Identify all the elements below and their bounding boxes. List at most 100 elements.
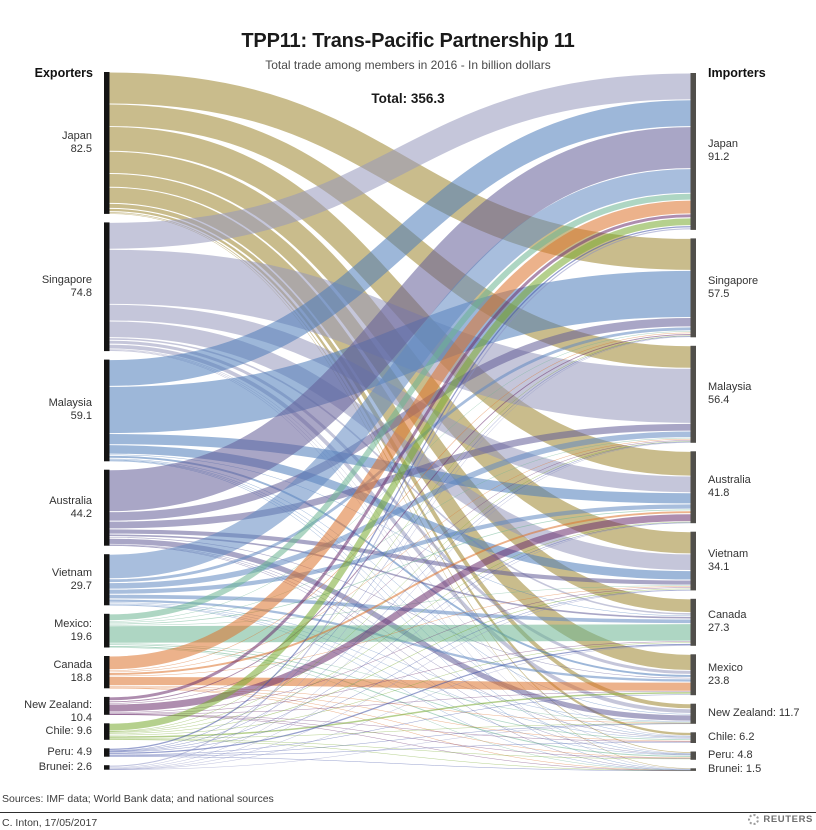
importer-node-mexico (690, 654, 696, 696)
flow-brunei-australia (109, 522, 691, 770)
flow-new-zealand-mexico (109, 691, 691, 715)
importer-node-vietnam (690, 531, 696, 591)
exporter-label-chile: Chile: 9.6 (45, 725, 92, 737)
flow-japan-brunei (109, 213, 691, 769)
flow-peru-australia (109, 522, 691, 752)
importer-node-australia (690, 451, 696, 524)
flow-chile-canada (109, 642, 691, 736)
flow-singapore-brunei (109, 350, 691, 770)
flow-malaysia-japan (109, 100, 691, 386)
flow-mexico-australia (109, 509, 691, 625)
flow-chile-mexico (109, 692, 691, 738)
flow-singapore-chile (109, 349, 691, 737)
trade-flows (109, 72, 691, 772)
exporter-node-japan (104, 72, 110, 214)
flow-canada-singapore (109, 332, 691, 671)
importer-label-new-zealand: New Zealand: 11.7 (708, 707, 800, 720)
reuters-logo-icon (748, 814, 760, 825)
flow-brunei-malaysia (109, 442, 691, 769)
flow-peru-malaysia (109, 441, 691, 752)
flow-brunei-canada (109, 645, 691, 770)
flow-vietnam-malaysia (109, 431, 691, 589)
importer-label-malaysia: Malaysia 56.4 (708, 381, 752, 407)
exporter-node-malaysia (104, 359, 110, 462)
exporter-node-mexico (104, 613, 110, 648)
exporter-label-canada: Canada 18.8 (53, 659, 92, 685)
flow-vietnam-new-zealand (109, 602, 691, 722)
exporters-header: Exporters (34, 66, 93, 80)
flow-brunei-vietnam (109, 590, 691, 770)
importer-label-vietnam: Vietnam 34.1 (708, 547, 749, 573)
flow-new-zealand-canada (109, 641, 691, 714)
exporter-label-mexico: Mexico: 19.6 (54, 617, 92, 643)
flow-new-zealand-peru (109, 714, 691, 759)
flow-canada-peru (109, 687, 691, 759)
flow-chile-brunei (109, 739, 691, 771)
importer-node-new-zealand (690, 703, 696, 724)
chart-subtitle: Total trade among members in 2016 - In b… (265, 58, 551, 72)
exporter-node-new-zealand (104, 696, 110, 715)
flow-peru-vietnam (109, 589, 691, 753)
flow-singapore-japan (109, 73, 691, 249)
flow-singapore-australia (109, 304, 691, 493)
flow-canada-australia (109, 511, 691, 675)
importer-label-australia: Australia 41.8 (708, 474, 751, 500)
exporter-node-brunei (104, 765, 110, 770)
reuters-brand: REUTERS (748, 814, 813, 825)
flow-australia-japan (109, 127, 691, 512)
importer-label-brunei: Brunei: 1.5 (708, 763, 762, 776)
flow-mexico-canada (109, 624, 691, 643)
flow-mexico-brunei (109, 647, 691, 771)
importers-header: Importers (708, 66, 766, 80)
flow-canada-japan (109, 200, 691, 670)
exporter-label-peru: Peru: 4.9 (47, 745, 92, 758)
flow-brunei-singapore (109, 336, 691, 768)
importer-node-brunei (690, 768, 696, 771)
flow-new-zealand-malaysia (109, 440, 691, 704)
flow-peru-chile (109, 742, 691, 757)
flow-chile-vietnam (109, 588, 691, 734)
flow-canada-brunei (109, 688, 691, 771)
flow-new-zealand-chile (109, 714, 691, 742)
flow-peru-singapore (109, 335, 691, 751)
flow-malaysia-singapore (109, 270, 691, 434)
importer-node-japan (690, 73, 696, 230)
flow-peru-mexico (109, 694, 691, 756)
byline: C. Inton, 17/05/2017 (2, 817, 98, 829)
flow-mexico-peru (109, 646, 691, 757)
reuters-wordmark: REUTERS (763, 814, 813, 825)
importer-label-canada: Canada 27.3 (708, 609, 747, 635)
chart-title: TPP11: Trans-Pacific Partnership 11 (241, 30, 575, 52)
importer-node-chile (690, 732, 696, 743)
flow-canada-chile (109, 686, 691, 742)
exporter-label-new-zealand: New Zealand: 10.4 (24, 699, 92, 725)
flow-brunei-japan (109, 228, 691, 767)
exporter-node-canada (104, 656, 110, 689)
importer-node-singapore (690, 238, 696, 338)
flow-peru-brunei (109, 756, 691, 772)
exporter-label-malaysia: Malaysia 59.1 (48, 397, 92, 423)
importer-node-canada (690, 598, 696, 646)
importer-label-singapore: Singapore 57.5 (708, 274, 759, 300)
total-label: Total: 356.3 (371, 91, 445, 106)
flow-vietnam-australia (109, 504, 691, 594)
flow-canada-new-zealand (109, 685, 691, 724)
flow-chile-malaysia (109, 441, 691, 733)
exporter-label-japan: Japan 82.5 (62, 129, 92, 155)
exporter-node-australia (104, 469, 110, 546)
country-node-bars (104, 72, 696, 771)
flow-mexico-japan (109, 193, 691, 621)
flow-chile-japan (109, 218, 691, 731)
importer-label-peru: Peru: 4.8 (708, 749, 753, 762)
flow-new-zealand-brunei (109, 714, 691, 771)
flow-peru-japan (109, 226, 691, 751)
exporter-label-brunei: Brunei: 2.6 (38, 760, 92, 773)
importer-label-chile: Chile: 6.2 (708, 731, 755, 744)
exporter-node-chile (104, 723, 110, 740)
flow-canada-malaysia (109, 438, 691, 673)
flow-new-zealand-singapore (109, 334, 691, 703)
exporter-node-peru (104, 748, 110, 757)
flow-canada-mexico (109, 676, 691, 691)
